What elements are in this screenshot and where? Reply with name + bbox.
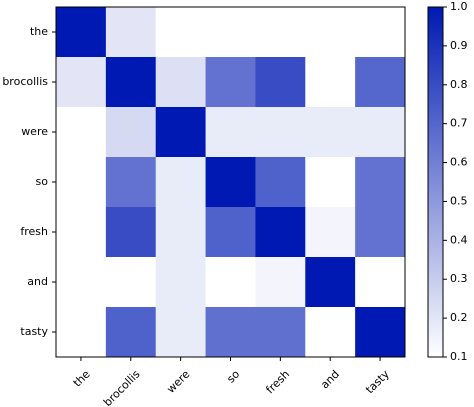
heatmap-cell (105, 257, 157, 308)
heatmap-cell (305, 7, 356, 58)
heatmap-cell (56, 7, 107, 58)
heatmap-cell (205, 107, 256, 158)
colorbar-tick-label: 0.4 (450, 233, 468, 246)
heatmap-cell (56, 57, 107, 108)
x-tick-label: fresh (263, 368, 292, 397)
y-tick-label: were (21, 125, 48, 138)
heatmap-cell (105, 207, 157, 258)
heatmap-cell (155, 307, 207, 358)
y-tick-label: tasty (20, 325, 48, 338)
y-tick-label: fresh (20, 225, 48, 238)
y-tick-label: brocollis (2, 75, 48, 88)
x-tick-label: tasty (363, 367, 392, 396)
heatmap-cell (56, 107, 107, 158)
heatmap-cell (205, 257, 256, 308)
heatmap-cell (305, 157, 356, 208)
colorbar-tick-label: 0.3 (450, 272, 468, 285)
heatmap-cell (305, 57, 356, 108)
x-tick-label: the (71, 367, 93, 389)
heatmap-cell (155, 7, 207, 58)
heatmap-cell (305, 257, 356, 308)
x-tick-label: were (164, 367, 192, 395)
heatmap-cell (305, 207, 356, 258)
y-axis: the brocollis were so fresh and tasty (2, 25, 56, 338)
heatmap-cell (56, 207, 107, 258)
heatmap-cell (56, 307, 107, 358)
heatmap-cell (205, 57, 256, 108)
heatmap-cell (105, 307, 157, 358)
heatmap-cells (56, 7, 406, 358)
y-tick-label: so (36, 175, 49, 188)
heatmap-cell (255, 207, 306, 258)
heatmap-cell (205, 7, 256, 58)
colorbar-axis: 0.1 0.2 0.3 0.4 0.5 0.6 0.7 0.8 0.9 1.0 (443, 0, 468, 363)
heatmap-cell (355, 57, 406, 108)
heatmap-cell (155, 157, 207, 208)
colorbar-tick-label: 0.7 (450, 117, 468, 130)
colorbar-tick-label: 0.1 (450, 350, 468, 363)
heatmap-cell (255, 107, 306, 158)
colorbar-tick-label: 0.6 (450, 156, 468, 169)
heatmap-cell (205, 207, 256, 258)
heatmap-cell (56, 157, 107, 208)
heatmap-cell (355, 107, 406, 158)
colorbar-tick-label: 0.2 (450, 311, 468, 324)
heatmap-cell (355, 7, 406, 58)
heatmap-cell (155, 207, 207, 258)
heatmap-cell (105, 57, 157, 108)
heatmap-cell (105, 107, 157, 158)
heatmap-cell (105, 157, 157, 208)
colorbar-tick-label: 0.5 (450, 194, 468, 207)
heatmap-cell (105, 7, 157, 58)
y-tick-label: and (27, 275, 48, 288)
heatmap-cell (305, 307, 356, 358)
colorbar (427, 6, 444, 358)
heatmap-cell (205, 307, 256, 358)
heatmap-cell (56, 257, 107, 308)
heatmap-cell (255, 307, 306, 358)
heatmap-cell (355, 207, 406, 258)
heatmap-cell (255, 57, 306, 108)
heatmap-cell (205, 157, 256, 208)
heatmap-cell (355, 307, 406, 358)
heatmap-cell (155, 107, 207, 158)
heatmap-cell (155, 257, 207, 308)
heatmap-cell (305, 107, 356, 158)
colorbar-tick-label: 1.0 (450, 0, 468, 13)
y-tick-label: the (30, 25, 48, 38)
heatmap-cell (255, 257, 306, 308)
x-axis: the brocollis were so fresh and tasty (71, 357, 392, 407)
x-tick-label: brocollis (101, 367, 143, 407)
heatmap-cell (255, 7, 306, 58)
colorbar-tick-label: 0.9 (450, 39, 468, 52)
heatmap-cell (355, 157, 406, 208)
heatmap-cell (255, 157, 306, 208)
heatmap-cell (155, 57, 207, 108)
x-tick-label: so (224, 367, 242, 385)
colorbar-tick-label: 0.8 (450, 78, 468, 91)
heatmap-cell (355, 257, 406, 308)
x-tick-label: and (318, 368, 342, 392)
